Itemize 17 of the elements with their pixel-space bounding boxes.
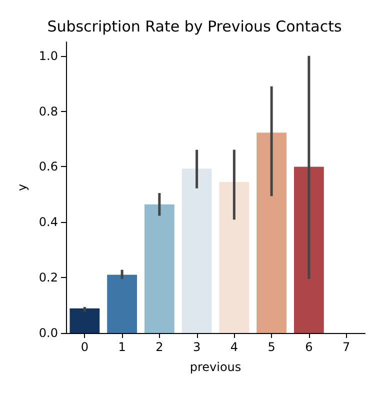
y-tick-label: 1.0 [38, 48, 58, 63]
x-tick-label: 0 [80, 340, 88, 354]
x-tick-label: 5 [268, 340, 276, 354]
y-tick-label: 0.0 [38, 326, 58, 340]
x-tick-label: 1 [118, 340, 126, 354]
y-tick-label: 0.4 [38, 215, 58, 230]
y-tick-label: 0.8 [38, 104, 58, 118]
x-tick-label: 4 [230, 340, 238, 354]
y-axis-title: y [15, 184, 29, 192]
x-tick-label: 7 [342, 340, 350, 354]
x-tick-label: 6 [305, 340, 313, 354]
x-tick-label: 3 [192, 340, 201, 354]
y-tick-label: 0.6 [38, 160, 58, 174]
x-axis-title: previous [190, 360, 242, 374]
chart-title: Subscription Rate by Previous Contacts [47, 18, 342, 36]
x-tick-label: 2 [156, 340, 164, 354]
y-tick-label: 0.2 [38, 270, 58, 285]
